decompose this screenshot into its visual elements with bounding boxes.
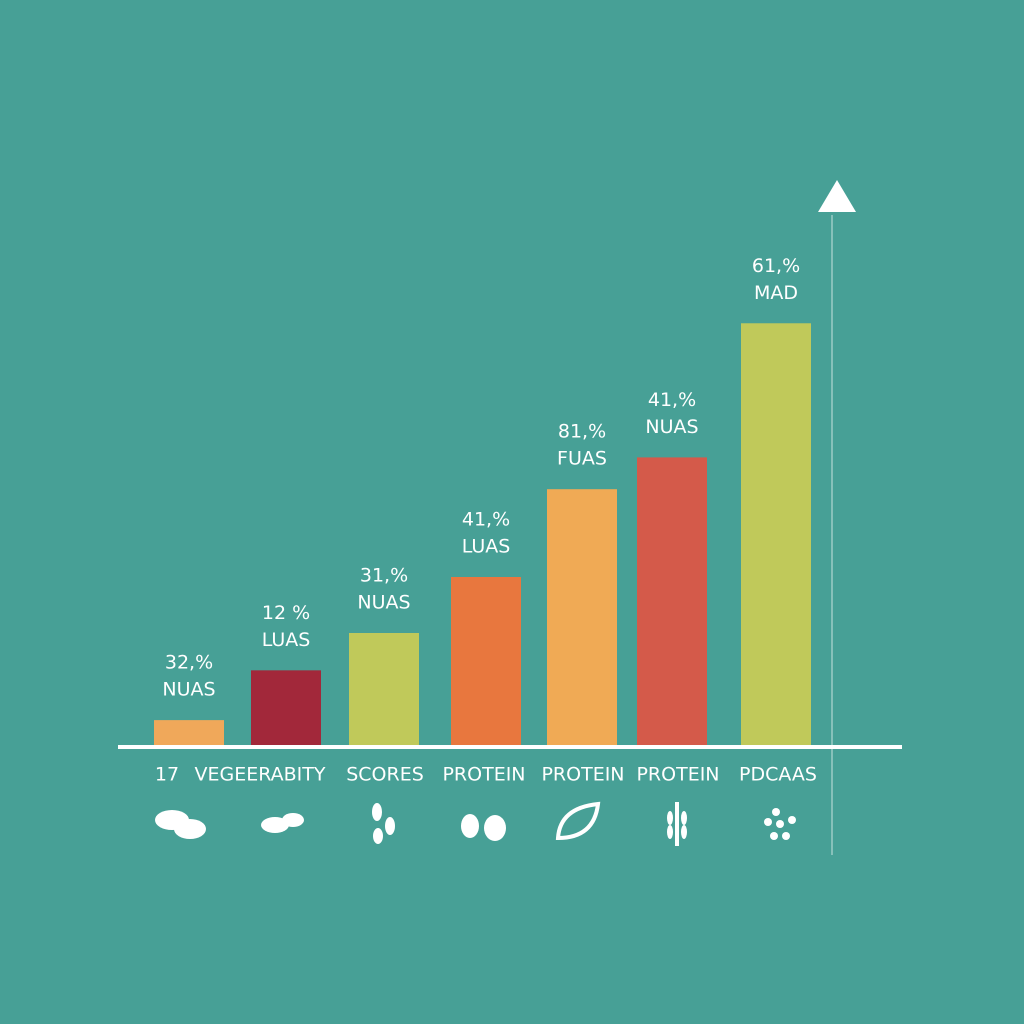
seed-icon (772, 808, 780, 816)
bar-label: MAD (754, 282, 798, 304)
bar (451, 577, 521, 745)
axis-arrow (818, 180, 856, 212)
bar-label: NUAS (645, 416, 698, 438)
bar (637, 457, 707, 745)
bar (349, 633, 419, 745)
x-tick-label: SCORES (346, 764, 424, 786)
x-tick-label: 17 (155, 764, 179, 786)
bar-label: 12 % (262, 602, 310, 624)
seed-icon (764, 818, 772, 826)
x-tick-label: PROTEIN (541, 764, 624, 786)
wheat-icon (681, 811, 687, 825)
seed-icon (770, 832, 778, 840)
bar-label: FUAS (557, 448, 607, 470)
seed-icon (782, 832, 790, 840)
wheat-icon (681, 825, 687, 839)
x-tick-label: PDCAAS (739, 764, 817, 786)
bar-label: NUAS (357, 592, 410, 614)
x-tick-label: PROTEIN (442, 764, 525, 786)
x-tick-label: VEGEERABITY (194, 764, 325, 786)
bar-label: NUAS (162, 679, 215, 701)
veg-icon (261, 817, 289, 833)
bar-label: 41,% (648, 389, 696, 411)
seed-icon (788, 816, 796, 824)
icons (155, 801, 796, 846)
grain-icon (373, 828, 383, 844)
leaf-icon (555, 801, 601, 841)
bar (547, 489, 617, 745)
bar-label: 61,% (752, 255, 800, 277)
bar-label: LUAS (262, 629, 311, 651)
bean-icon (174, 819, 206, 839)
x-tick-label: PROTEIN (636, 764, 719, 786)
grain-icon (372, 803, 382, 821)
bar-label: 41,% (462, 509, 510, 531)
nut-icon (484, 815, 506, 841)
grain-icon (385, 817, 395, 835)
seed-icon (776, 820, 784, 828)
bar-label: LUAS (462, 536, 511, 558)
wheat-icon (667, 825, 673, 839)
bar (251, 670, 321, 745)
bar-label: 31,% (360, 565, 408, 587)
bar-label: 81,% (558, 421, 606, 443)
nut-icon (461, 814, 479, 838)
veg-icon (282, 813, 304, 827)
bar (741, 323, 811, 745)
wheat-icon (667, 811, 673, 825)
wheat-icon (675, 802, 679, 846)
bar-label: 32,% (165, 652, 213, 674)
bar (154, 720, 224, 745)
